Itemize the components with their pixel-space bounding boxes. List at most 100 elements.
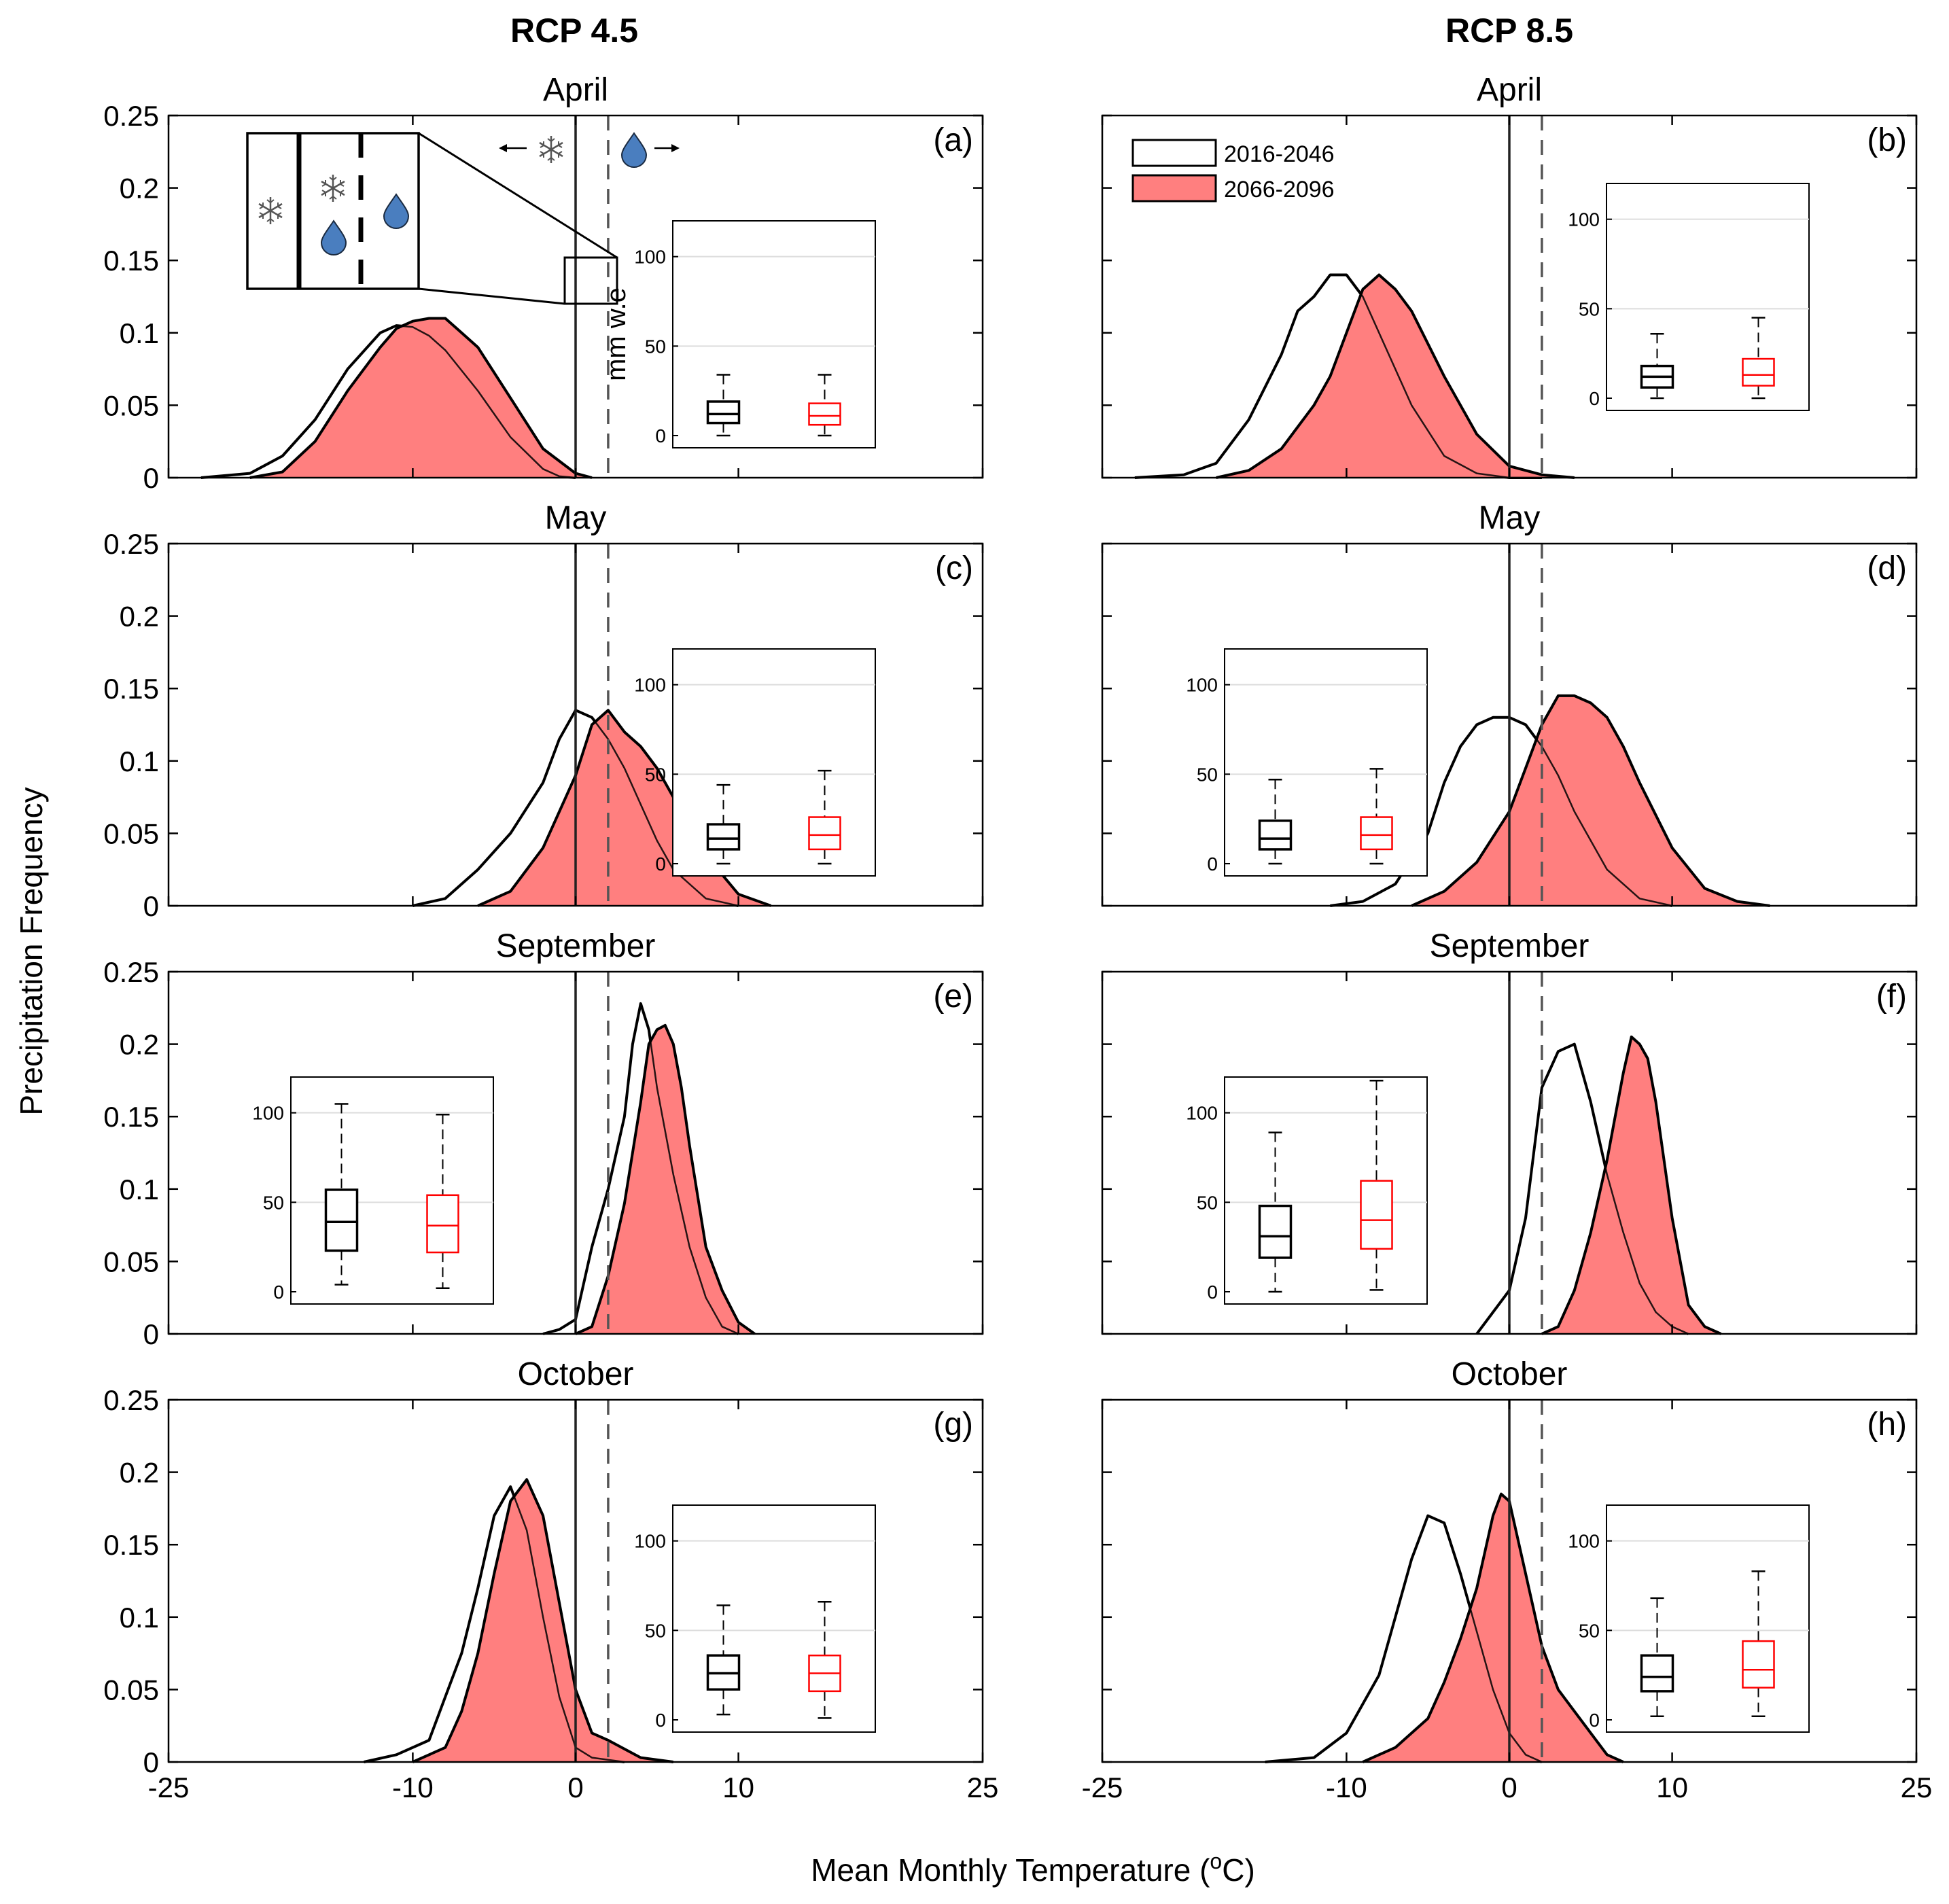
series-2066-2096-line bbox=[575, 1023, 756, 1335]
inset-frame bbox=[1224, 1076, 1428, 1305]
box-iqr-2016-2046 bbox=[1258, 819, 1293, 851]
inset-frame bbox=[672, 648, 876, 877]
inset-y-tick-label: 50 bbox=[645, 1620, 666, 1641]
zoom-connector-bottom bbox=[418, 287, 565, 305]
panel-d: May (d) 0 50 100 bbox=[1101, 500, 1918, 907]
y-tick-label: 0.2 bbox=[120, 1029, 159, 1061]
y-tick-label: 0.25 bbox=[103, 100, 159, 132]
panel-title: April bbox=[543, 72, 608, 108]
inset-boxplot: 0 50 100 bbox=[1568, 183, 1810, 411]
inset-y-tick-label: 100 bbox=[1568, 1531, 1600, 1552]
zoom-connector-top bbox=[418, 132, 618, 259]
box-iqr-2066-2096 bbox=[426, 1194, 459, 1254]
arrow-right-icon bbox=[671, 144, 680, 152]
panel-label: (f) bbox=[1876, 979, 1907, 1015]
snowflake-icon bbox=[538, 135, 564, 164]
series-2016-2046-overlay bbox=[1476, 1043, 1689, 1335]
x-tick-label: 25 bbox=[1901, 1771, 1933, 1803]
x-axis-label-sup: o bbox=[1210, 1849, 1222, 1873]
column-title-rcp45: RCP 4.5 bbox=[510, 12, 638, 50]
series-2016-2046-overlay bbox=[1265, 1515, 1543, 1763]
series-2066-2096-fill bbox=[576, 1025, 755, 1334]
box-iqr-2016-2046 bbox=[706, 823, 741, 851]
inset-y-tick-label: 100 bbox=[634, 1531, 666, 1552]
inset-y-tick-label: 50 bbox=[645, 764, 666, 785]
series-2066-2096-line bbox=[1362, 1492, 1624, 1763]
y-tick-label: 0.1 bbox=[120, 1602, 159, 1634]
x-tick-label: 10 bbox=[1656, 1771, 1688, 1803]
inset-y-tick-label: 50 bbox=[1579, 298, 1600, 319]
series-2016-2046-overlay bbox=[364, 1485, 625, 1763]
legend-label-2066-2096: 2066-2096 bbox=[1224, 177, 1335, 202]
legend-swatch-2066-2096 bbox=[1131, 174, 1217, 202]
inset-y-tick-label: 0 bbox=[1589, 1710, 1600, 1731]
y-tick-label: 0.2 bbox=[120, 1457, 159, 1489]
panel-label: (e) bbox=[933, 979, 973, 1015]
inset-frame bbox=[1224, 648, 1428, 877]
y-axis-label: Precipitation Frequency bbox=[14, 787, 49, 1115]
box-iqr-2066-2096 bbox=[808, 816, 841, 851]
y-tick-label: 0.05 bbox=[103, 1674, 159, 1706]
inset-y-tick-label: 100 bbox=[634, 247, 666, 268]
panel-title: October bbox=[1452, 1356, 1568, 1392]
panel-g: October 0 0.05 0.1 0.15 0.2 0.25 -25 -10 0 10 25 (g)… bbox=[103, 1356, 998, 1803]
y-tick-label: 0.1 bbox=[120, 745, 159, 777]
inset-y-tick-label: 50 bbox=[1197, 1192, 1218, 1213]
y-tick-label: 0.05 bbox=[103, 817, 159, 849]
x-axis-label: Mean Monthly Temperature (oC) bbox=[811, 1849, 1255, 1888]
series-2066-2096-fill bbox=[1363, 1494, 1623, 1762]
x-tick-label: -10 bbox=[392, 1771, 434, 1803]
x-axis-label-tail: C) bbox=[1222, 1852, 1255, 1888]
y-tick-label: 0 bbox=[143, 1318, 159, 1350]
y-tick-label: 0.05 bbox=[103, 389, 159, 421]
inset-y-tick-label: 50 bbox=[1197, 764, 1218, 785]
series-2066-2096-line bbox=[1411, 694, 1770, 907]
inset-frame bbox=[290, 1076, 494, 1305]
inset-frame bbox=[672, 1504, 876, 1733]
series-2066-2096-line bbox=[1541, 1035, 1722, 1335]
y-tick-label: 0.15 bbox=[103, 1529, 159, 1561]
arrow-left-icon bbox=[499, 144, 507, 152]
box-iqr-2016-2046 bbox=[706, 400, 741, 425]
series-2066-2096-fill bbox=[1541, 1036, 1721, 1334]
panel-label: (d) bbox=[1867, 550, 1907, 586]
box-iqr-2016-2046 bbox=[324, 1188, 359, 1252]
column-title-rcp85: RCP 8.5 bbox=[1445, 12, 1573, 50]
panel-c: May 0 0.05 0.1 0.15 0.2 0.25 (c) 0 50 100 bbox=[103, 500, 984, 922]
panel-label: (h) bbox=[1867, 1407, 1907, 1443]
box-iqr-2066-2096 bbox=[1360, 1180, 1393, 1250]
legend-label-2016-2046: 2016-2046 bbox=[1224, 141, 1335, 167]
x-tick-label: -25 bbox=[1082, 1771, 1123, 1803]
panel-e: September 0 0.05 0.1 0.15 0.2 0.25 (e) 0 50 100 bbox=[103, 928, 984, 1350]
series-2066-2096-line bbox=[1216, 273, 1575, 479]
inset-y-tick-label: 0 bbox=[1207, 853, 1218, 875]
series-2066-2096-line bbox=[249, 317, 593, 479]
panel-title: May bbox=[1479, 500, 1541, 536]
inset-y-tick-label: 0 bbox=[1589, 388, 1600, 409]
series-2016-2046-overlay bbox=[412, 709, 739, 907]
x-tick-label: 0 bbox=[1501, 1771, 1517, 1803]
panel-title: April bbox=[1477, 72, 1542, 108]
x-tick-label: 10 bbox=[722, 1771, 754, 1803]
panel-f: September (f) 0 50 100 bbox=[1101, 928, 1918, 1335]
inset-y-tick-label: 100 bbox=[1568, 209, 1600, 230]
y-tick-label: 0.25 bbox=[103, 956, 159, 988]
box-iqr-2066-2096 bbox=[1742, 357, 1775, 387]
box-iqr-2066-2096 bbox=[1360, 816, 1393, 851]
inset-y-tick-label: 100 bbox=[252, 1103, 284, 1124]
y-tick-label: 0.15 bbox=[103, 673, 159, 705]
inset-boxplot: 0 50 100 bbox=[1186, 1076, 1428, 1305]
inset-y-tick-label: 0 bbox=[1207, 1282, 1218, 1303]
box-iqr-2066-2096 bbox=[808, 402, 841, 426]
panel-label: (g) bbox=[933, 1407, 973, 1443]
inset-y-tick-label: 0 bbox=[655, 425, 666, 446]
y-tick-label: 0.15 bbox=[103, 1101, 159, 1133]
series-2066-2096-fill bbox=[249, 318, 592, 478]
y-tick-label: 0.15 bbox=[103, 245, 159, 277]
y-tick-label: 0 bbox=[143, 890, 159, 922]
y-tick-label: 0 bbox=[143, 1746, 159, 1778]
inset-frame bbox=[1606, 183, 1810, 411]
panel-h: October -25 -10 0 10 25 (h) 0 50 100 bbox=[1082, 1356, 1933, 1803]
